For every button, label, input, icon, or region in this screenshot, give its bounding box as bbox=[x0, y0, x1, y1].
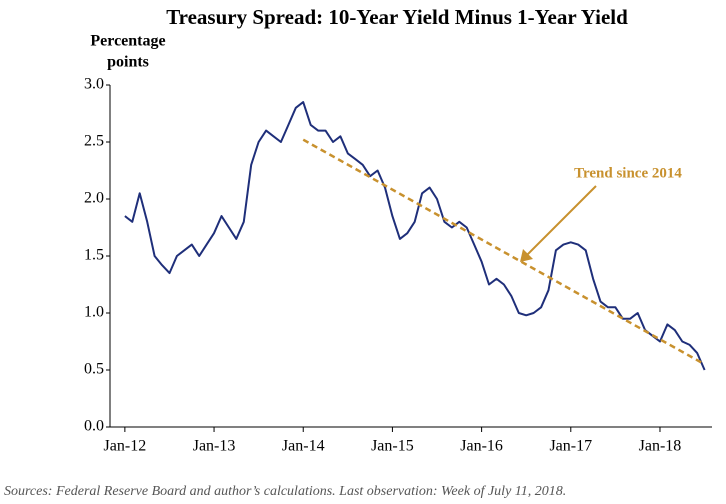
x-tick-label: Jan-13 bbox=[193, 438, 236, 455]
x-tick-label: Jan-18 bbox=[639, 438, 682, 455]
x-tick-label: Jan-17 bbox=[549, 438, 592, 455]
y-tick-label: 1.0 bbox=[84, 304, 104, 321]
y-tick-label: 3.0 bbox=[84, 76, 104, 93]
y-tick-label: 1.5 bbox=[84, 247, 104, 264]
trend-label: Trend since 2014 bbox=[574, 165, 682, 181]
x-tick-label: Jan-12 bbox=[104, 438, 147, 455]
data-line bbox=[124, 101, 706, 371]
y-tick-label: 0.5 bbox=[84, 361, 104, 378]
x-tick-label: Jan-16 bbox=[460, 438, 503, 455]
chart-title: Treasury Spread: 10-Year Yield Minus 1-Y… bbox=[166, 5, 628, 29]
y-tick-label: 0.0 bbox=[84, 418, 104, 435]
source-note: Sources: Federal Reserve Board and autho… bbox=[4, 484, 566, 499]
y-axis-label: Percentage bbox=[90, 33, 165, 50]
y-axis-label: points bbox=[107, 54, 149, 71]
trend-arrowhead bbox=[520, 249, 533, 262]
x-tick-label: Jan-15 bbox=[371, 438, 414, 455]
trend-arrow bbox=[523, 185, 597, 259]
x-tick-label: Jan-14 bbox=[282, 438, 325, 455]
y-tick-label: 2.0 bbox=[84, 190, 104, 207]
trend-line bbox=[302, 138, 706, 366]
y-tick-label: 2.5 bbox=[84, 133, 104, 150]
